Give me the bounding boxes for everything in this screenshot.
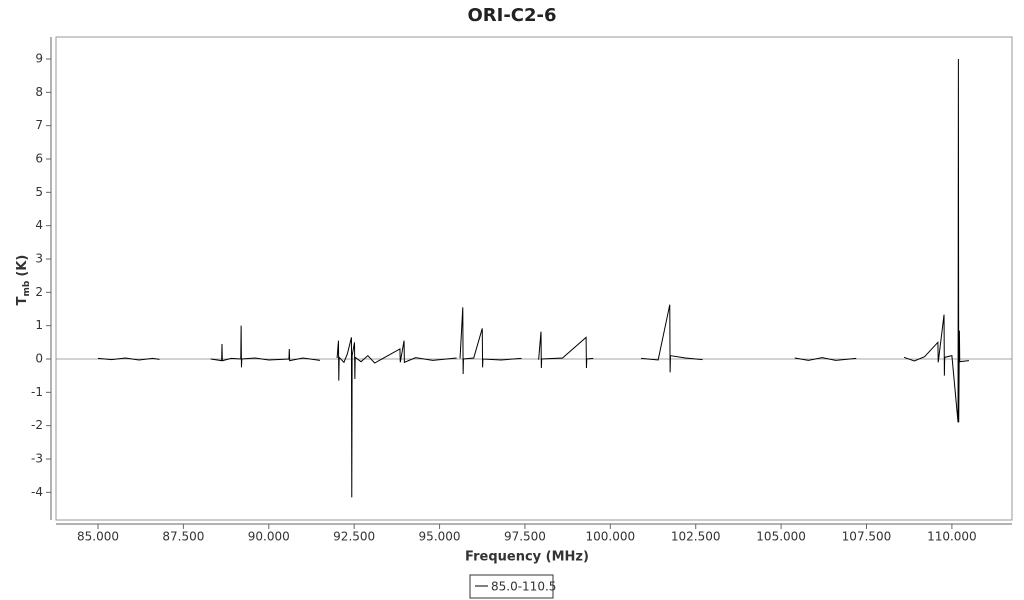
y-tick-label: 8 — [35, 85, 43, 99]
x-tick-label: 105.000 — [756, 530, 806, 544]
x-tick-label: 92.500 — [333, 530, 375, 544]
spectrum-line — [97, 58, 970, 498]
chart-title: ORI-C2-6 — [467, 5, 556, 26]
y-tick-label: 1 — [35, 318, 43, 332]
y-label-sub: mb — [22, 280, 32, 296]
plot-frame — [55, 36, 1013, 521]
y-tick-label: 5 — [35, 185, 43, 199]
x-tick-label: 100.000 — [586, 530, 636, 544]
y-tick-label: 3 — [35, 252, 43, 266]
x-tick-label: 110.000 — [927, 530, 977, 544]
y-label-main: T — [15, 296, 30, 305]
x-tick-label: 95.000 — [419, 530, 461, 544]
y-tick-label: -2 — [31, 418, 43, 432]
x-tick-label: 85.000 — [77, 530, 119, 544]
y-tick-label: -1 — [31, 385, 43, 399]
y-tick-label: -3 — [31, 452, 43, 466]
x-tick-label: 90.000 — [248, 530, 290, 544]
y-axis-label: Tmb (K) — [15, 255, 32, 306]
legend-label: 85.0-110.5 — [491, 580, 556, 594]
y-tick-label: -4 — [31, 485, 43, 499]
x-tick-label: 97.500 — [504, 530, 546, 544]
x-tick-label: 107.500 — [842, 530, 892, 544]
x-tick-label: 87.500 — [162, 530, 204, 544]
x-axis-label: Frequency (MHz) — [465, 550, 589, 565]
y-tick-label: 4 — [35, 218, 43, 232]
y-label-unit: (K) — [15, 255, 30, 277]
y-tick-label: 6 — [35, 152, 43, 166]
y-tick-label: 9 — [35, 52, 43, 66]
y-tick-label: 0 — [35, 352, 43, 366]
y-tick-label: 7 — [35, 118, 43, 132]
y-tick-label: 2 — [35, 285, 43, 299]
legend-box — [469, 574, 554, 599]
x-tick-label: 102.500 — [671, 530, 721, 544]
